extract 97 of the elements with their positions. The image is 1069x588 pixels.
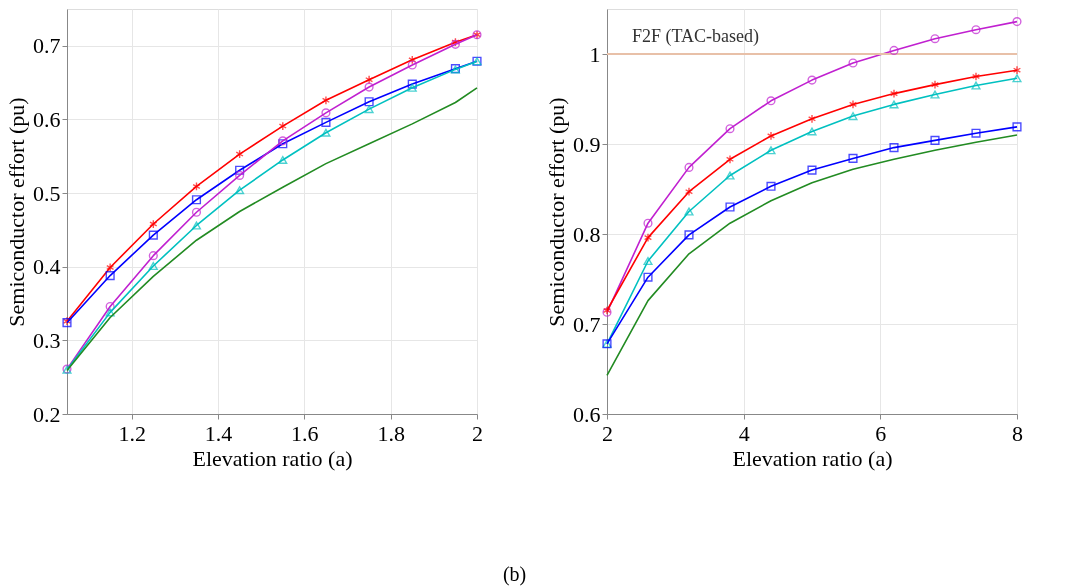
point <box>971 81 981 90</box>
point <box>971 25 981 35</box>
point <box>643 256 653 266</box>
x-tick-label: 4 <box>738 420 750 446</box>
point <box>848 112 858 121</box>
point <box>684 162 694 172</box>
point <box>889 89 899 99</box>
point <box>889 100 899 109</box>
point <box>407 83 417 92</box>
point <box>889 143 899 153</box>
point <box>930 80 940 90</box>
point <box>766 131 776 141</box>
point <box>1012 17 1022 27</box>
x-tick-label: 1.4 <box>204 420 233 446</box>
point <box>364 97 374 107</box>
point <box>684 230 694 240</box>
point <box>807 165 817 175</box>
point <box>848 58 858 68</box>
point <box>105 270 115 281</box>
y-tick-label: 0.7 <box>33 33 61 59</box>
point <box>643 272 653 282</box>
point <box>106 262 115 273</box>
point <box>848 153 858 163</box>
point <box>148 251 158 261</box>
point <box>807 114 817 124</box>
point <box>407 79 417 89</box>
y-tick-label: 0.7 <box>573 311 601 337</box>
y-tick-label: 0.4 <box>33 254 61 280</box>
point <box>148 261 158 271</box>
point <box>278 121 287 131</box>
point <box>148 230 158 240</box>
x-tick-label: 1.8 <box>377 420 405 446</box>
point <box>278 155 288 165</box>
point <box>1012 122 1022 132</box>
y-axis-title: Semiconductor effort (pu) <box>544 97 569 327</box>
point <box>971 128 981 138</box>
point <box>930 135 940 145</box>
x-tick-label: 8 <box>1012 420 1023 446</box>
y-tick-label: 0.8 <box>573 221 601 247</box>
point <box>191 207 202 217</box>
y-tick-label: 0.9 <box>573 131 601 157</box>
point <box>235 165 245 175</box>
point <box>643 233 653 243</box>
y-tick-label: 0.2 <box>33 401 61 427</box>
point <box>848 99 858 109</box>
point <box>766 181 776 191</box>
y-tick-label: 0.6 <box>573 401 601 427</box>
x-tick-label: 2 <box>602 420 613 446</box>
point <box>408 55 417 65</box>
x-tick-label: 6 <box>875 420 887 446</box>
x-tick-label: 1.2 <box>118 420 146 446</box>
point <box>684 207 694 216</box>
x-axis-title: Elevation ratio (a) <box>192 445 353 471</box>
point <box>1012 65 1022 75</box>
point <box>930 90 940 99</box>
point <box>643 218 653 228</box>
point <box>725 202 735 212</box>
x-tick-label: 1.6 <box>291 420 319 446</box>
point <box>321 117 331 127</box>
y-tick-label: 1 <box>589 41 601 67</box>
point <box>889 45 899 55</box>
point <box>930 34 940 44</box>
x-tick-label: 2 <box>472 420 483 446</box>
point <box>684 187 694 197</box>
point <box>725 171 735 180</box>
y-tick-label: 0.5 <box>33 180 61 206</box>
point <box>364 82 374 92</box>
point <box>149 219 158 229</box>
point <box>807 75 817 85</box>
point <box>971 71 981 82</box>
point <box>766 96 776 106</box>
point <box>235 170 245 180</box>
y-tick-label: 0.3 <box>33 327 61 353</box>
point <box>725 124 735 134</box>
y-tick-label: 0.6 <box>33 106 61 132</box>
point <box>1012 74 1022 83</box>
point <box>407 60 417 70</box>
text: (b) <box>502 562 527 586</box>
y-axis-title: Semiconductor effort (pu) <box>4 97 29 327</box>
point <box>321 95 331 105</box>
line-series <box>606 134 1018 377</box>
point <box>105 301 115 312</box>
point <box>105 308 115 317</box>
point <box>235 149 244 159</box>
point <box>766 146 776 155</box>
x-axis-title: Elevation ratio (a) <box>732 445 893 471</box>
point <box>321 108 331 118</box>
point <box>192 181 201 192</box>
point <box>321 128 331 137</box>
point <box>807 127 817 136</box>
point <box>365 75 374 85</box>
point <box>235 186 245 195</box>
point <box>364 105 374 114</box>
point <box>191 221 202 230</box>
ref-line-label: F2F (TAC-based) <box>632 26 760 47</box>
point <box>191 195 202 205</box>
point <box>725 154 735 164</box>
